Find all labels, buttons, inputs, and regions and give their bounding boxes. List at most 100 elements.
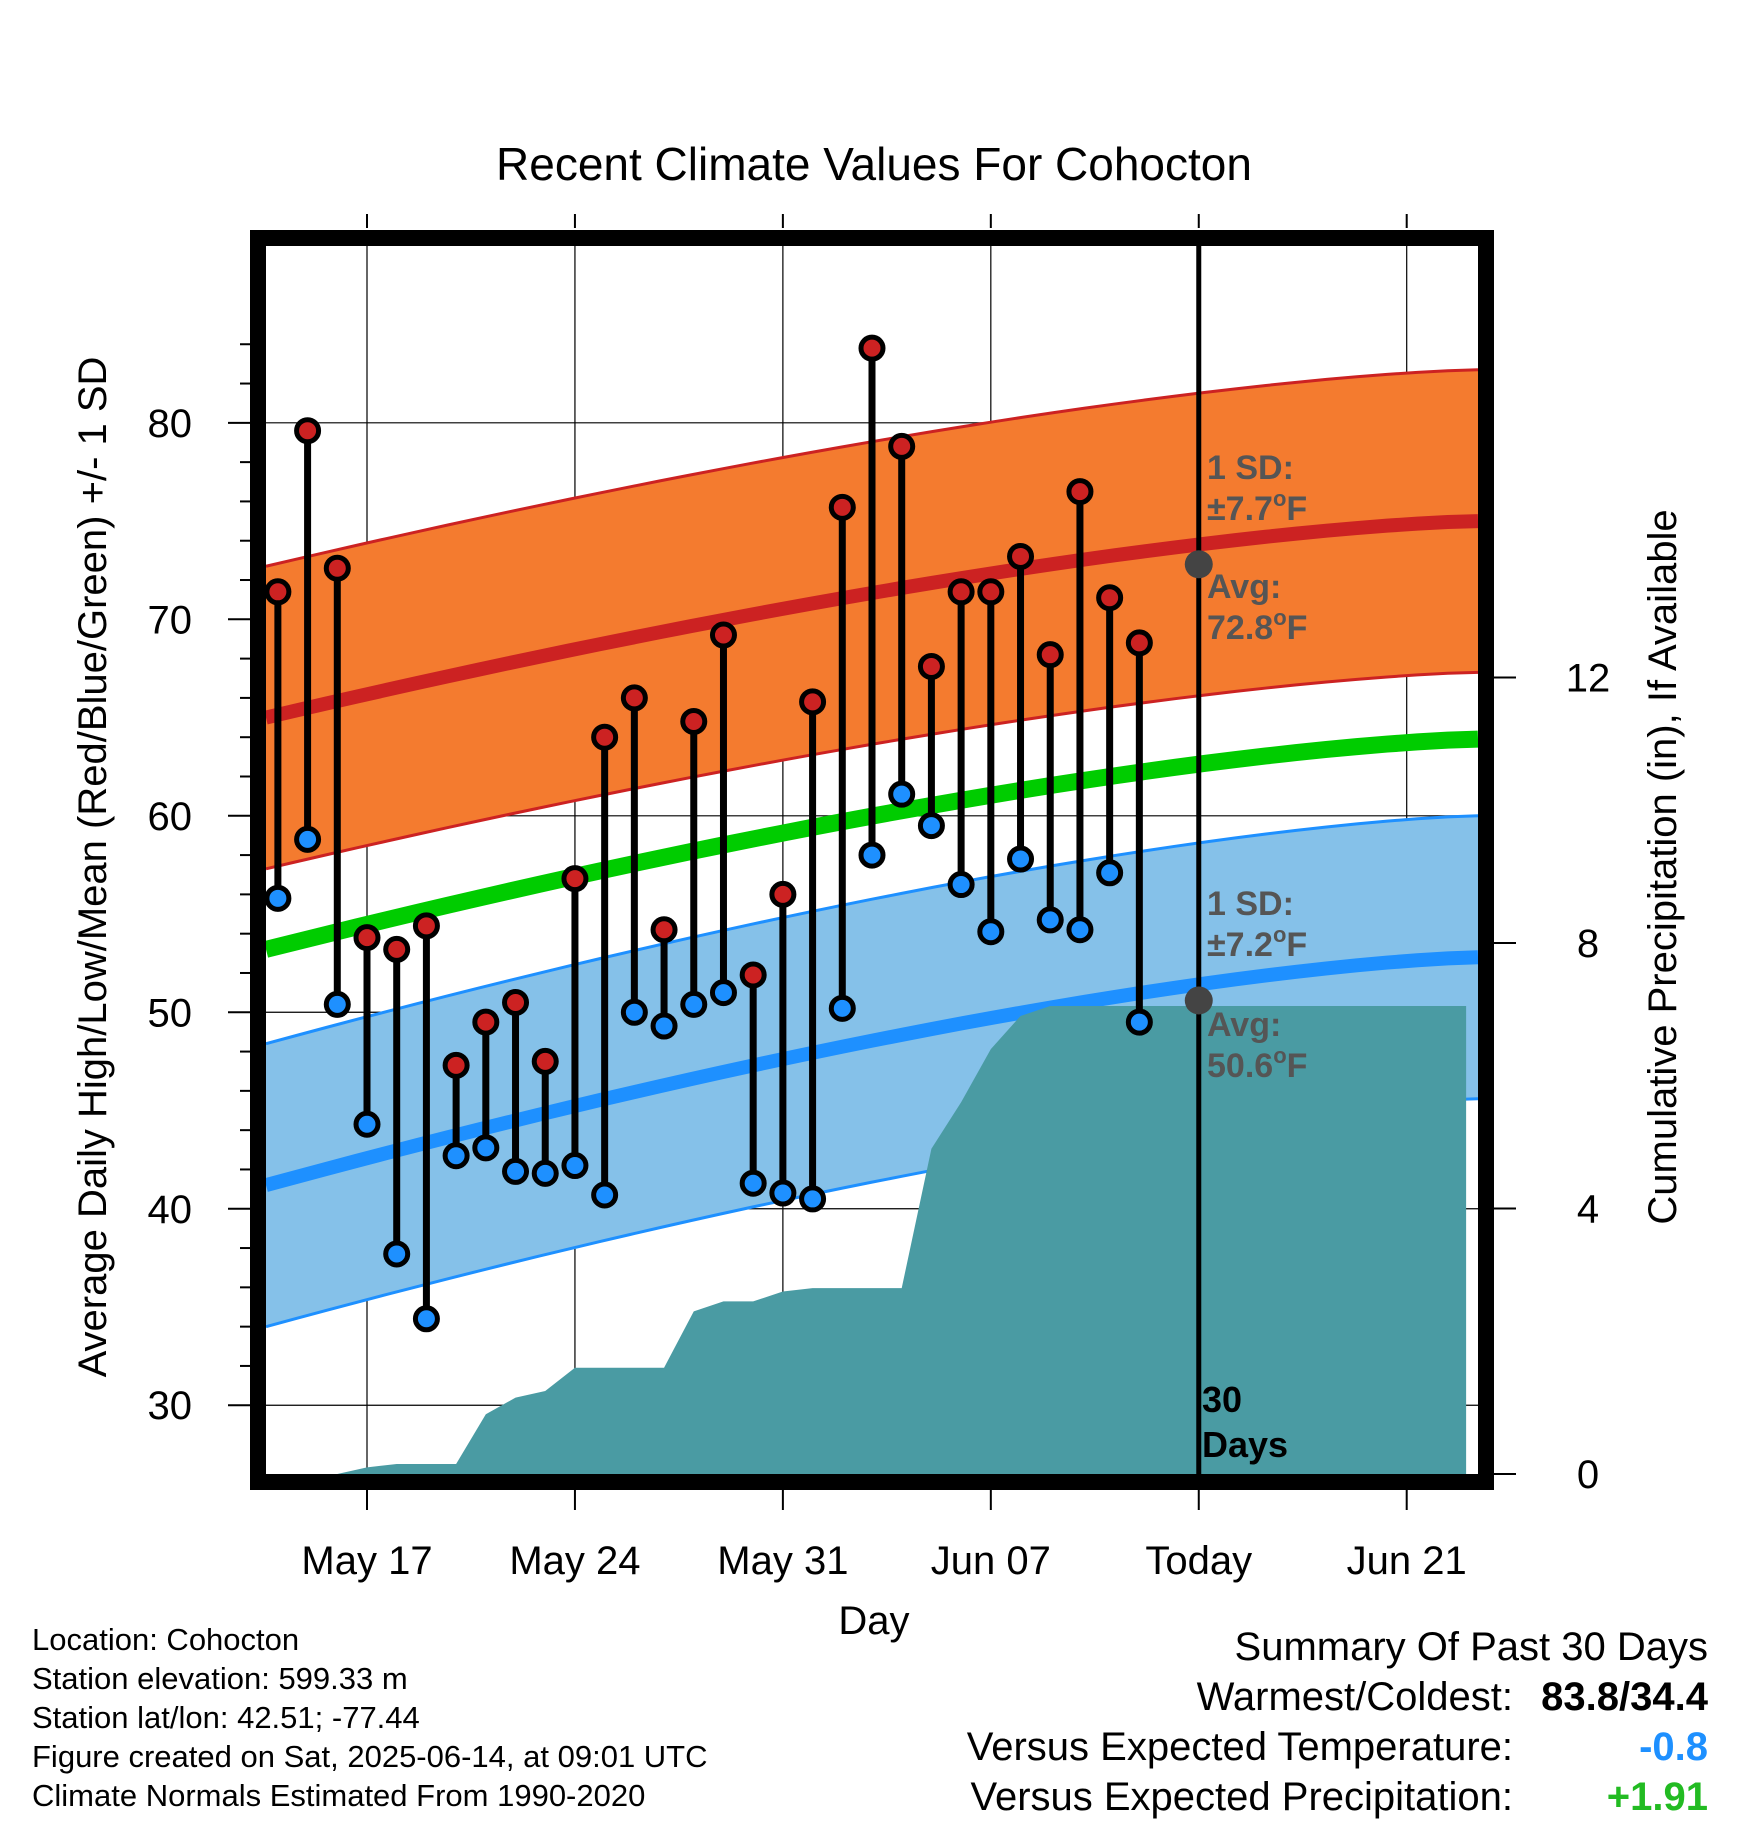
high-point xyxy=(294,417,322,445)
low-point xyxy=(828,994,856,1022)
high-point xyxy=(709,621,737,649)
high-point xyxy=(947,578,975,606)
y-tick-label: 80 xyxy=(148,402,193,446)
low-point xyxy=(502,1157,530,1185)
temp-departure-value: -0.8 xyxy=(1639,1725,1708,1769)
low-point xyxy=(769,1179,797,1207)
low-point xyxy=(412,1305,440,1333)
low-point xyxy=(294,825,322,853)
station-info: Location: Cohocton Station elevation: 59… xyxy=(32,1620,708,1815)
right-axis-ticks: 0 4 8 12 xyxy=(1494,656,1610,1497)
period-number: 30 xyxy=(1202,1379,1242,1420)
low-avg-label: Avg: xyxy=(1207,1006,1281,1044)
high-point xyxy=(858,334,886,362)
high-point xyxy=(1066,478,1094,506)
low-point xyxy=(472,1134,500,1162)
high-point xyxy=(561,865,589,893)
low-point xyxy=(917,812,945,840)
high-point xyxy=(888,432,916,460)
low-point xyxy=(858,841,886,869)
precip-departure-value: +1.91 xyxy=(1606,1775,1708,1819)
x-tick-label: Today xyxy=(1145,1539,1252,1583)
low-point xyxy=(1096,859,1124,887)
svg-text:±7.7oF: ±7.7oF xyxy=(1207,486,1307,528)
precipitation-fill xyxy=(277,1006,1467,1474)
svg-text:±7.2oF: ±7.2oF xyxy=(1207,922,1307,964)
period-unit: Days xyxy=(1202,1424,1288,1465)
chart-title: Recent Climate Values For Cohocton xyxy=(496,138,1252,190)
high-point xyxy=(769,880,797,908)
low-point xyxy=(1036,906,1064,934)
y2-tick-label: 12 xyxy=(1566,656,1611,700)
low-point xyxy=(680,990,708,1018)
high-point xyxy=(917,652,945,680)
y2-tick-label: 4 xyxy=(1577,1187,1599,1231)
x-tick-label: May 17 xyxy=(301,1539,432,1583)
low-point xyxy=(383,1240,411,1268)
precipitation-area xyxy=(277,1006,1467,1474)
low-point xyxy=(591,1181,619,1209)
high-sd-value: ±7.7 xyxy=(1207,490,1273,528)
svg-text:72.8oF: 72.8oF xyxy=(1207,605,1307,647)
y-tick-label: 60 xyxy=(148,795,193,839)
low-normal-line xyxy=(264,950,1479,1192)
x-axis-ticks: May 17 May 24 May 31 Jun 07 Today Jun 21 xyxy=(301,214,1467,1583)
low-point xyxy=(264,884,292,912)
high-point xyxy=(799,688,827,716)
high-point xyxy=(650,916,678,944)
high-sd-unit: F xyxy=(1286,490,1307,528)
low-normal-upper-edge xyxy=(265,814,1479,1046)
y2-tick-label: 0 xyxy=(1577,1453,1599,1497)
high-point xyxy=(472,1008,500,1036)
low-point xyxy=(323,990,351,1018)
plot-border xyxy=(250,230,1494,1490)
low-point xyxy=(620,998,648,1026)
low-point xyxy=(1066,916,1094,944)
y-tick-label: 50 xyxy=(148,991,193,1035)
location-text: Location: Cohocton xyxy=(32,1622,300,1657)
high-point xyxy=(1036,641,1064,669)
y-tick-label: 30 xyxy=(148,1384,193,1428)
x-tick-label: Jun 21 xyxy=(1347,1539,1467,1583)
y-tick-label: 40 xyxy=(148,1188,193,1232)
low-sd-degree: o xyxy=(1273,922,1286,947)
high-point xyxy=(323,554,351,582)
low-point xyxy=(709,979,737,1007)
high-point xyxy=(353,924,381,952)
high-point xyxy=(739,961,767,989)
created-text: Figure created on Sat, 2025-06-14, at 09… xyxy=(32,1739,708,1774)
low-point xyxy=(1007,845,1035,873)
high-sd-label: 1 SD: xyxy=(1207,449,1294,487)
high-sd-degree: o xyxy=(1273,486,1286,511)
high-avg-label: Avg: xyxy=(1207,568,1281,606)
low-normal-band xyxy=(266,815,1478,1327)
warmest-coldest-label: Warmest/Coldest: xyxy=(1196,1675,1513,1719)
left-axis-ticks: 30 40 50 60 70 80 xyxy=(148,343,250,1428)
y2-axis-title: Cumulative Precipitation (in), If Availa… xyxy=(1641,509,1685,1224)
elevation-text: Station elevation: 599.33 m xyxy=(32,1661,408,1696)
normals-annotations: 1 SD: ±7.7oF Avg: 72.8oF 1 SD: ±7.2oF Av… xyxy=(1202,449,1307,1465)
high-point xyxy=(264,578,292,606)
normals-text: Climate Normals Estimated From 1990-2020 xyxy=(32,1778,646,1813)
low-point xyxy=(799,1185,827,1213)
summary-panel: Summary Of Past 30 Days Warmest/Coldest:… xyxy=(967,1622,1708,1822)
y-tick-label: 70 xyxy=(148,598,193,642)
high-avg-value: 72.8 xyxy=(1207,609,1273,647)
low-point xyxy=(739,1169,767,1197)
low-point xyxy=(977,918,1005,946)
high-point xyxy=(828,493,856,521)
high-point xyxy=(620,684,648,712)
plot-frame xyxy=(250,230,1494,1490)
high-point xyxy=(412,912,440,940)
today-high-avg-marker xyxy=(1184,550,1213,579)
high-low-stems xyxy=(274,348,1143,1319)
y-axis-title: Average Daily High/Low/Mean (Red/Blue/Gr… xyxy=(71,357,115,1378)
low-avg-value: 50.6 xyxy=(1207,1047,1273,1085)
high-point xyxy=(1096,584,1124,612)
high-point xyxy=(502,988,530,1016)
today-low-avg-marker xyxy=(1184,986,1213,1015)
high-point xyxy=(383,935,411,963)
low-point xyxy=(1125,1008,1153,1036)
x-tick-label: May 24 xyxy=(509,1539,640,1583)
precip-departure-label: Versus Expected Precipitation: xyxy=(970,1775,1513,1819)
